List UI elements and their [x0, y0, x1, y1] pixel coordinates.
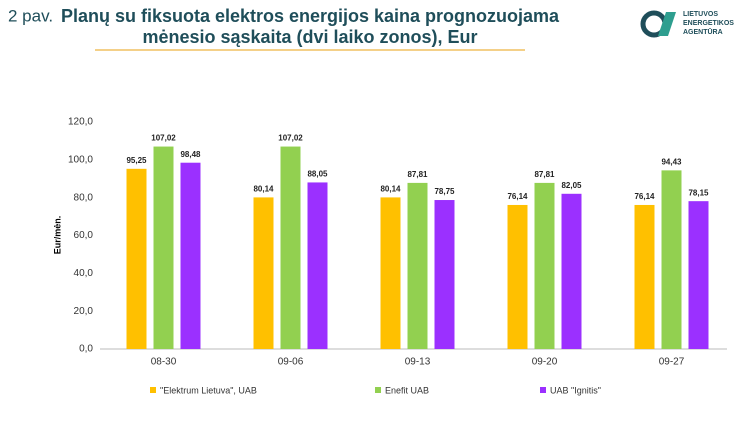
- x-tick-label: 09-27: [659, 357, 685, 368]
- data-label: 98,48: [180, 150, 201, 159]
- y-tick-label: 20,0: [74, 306, 94, 317]
- legend-swatch: [375, 387, 381, 393]
- data-label: 78,75: [434, 187, 455, 196]
- bar: [688, 201, 709, 349]
- bar: [253, 197, 274, 349]
- logo-text: ENERGETIKOS: [683, 20, 734, 27]
- y-tick-label: 100,0: [68, 154, 93, 165]
- data-label: 88,05: [307, 170, 328, 179]
- data-label: 95,25: [126, 156, 147, 165]
- y-tick-label: 0,0: [79, 344, 93, 355]
- bar: [180, 162, 201, 349]
- legend-swatch: [150, 387, 156, 393]
- bar: [434, 200, 455, 349]
- bar: [307, 182, 328, 349]
- legend-label: UAB "Ignitis": [550, 385, 601, 395]
- data-label: 87,81: [407, 170, 428, 179]
- logo-icon: [658, 12, 676, 36]
- data-label: 107,02: [151, 134, 176, 143]
- logo: LIETUVOS ENERGETIKOS AGENTŪRA: [640, 10, 734, 38]
- x-tick-label: 09-13: [405, 357, 431, 368]
- bar: [661, 170, 682, 349]
- y-axis-label: Eur/mėn.: [52, 216, 62, 255]
- legend-swatch: [540, 387, 546, 393]
- logo-text: LIETUVOS: [683, 11, 718, 18]
- data-label: 87,81: [534, 170, 555, 179]
- x-tick-label: 08-30: [151, 357, 177, 368]
- logo-text: AGENTŪRA: [683, 28, 723, 36]
- data-label: 107,02: [278, 134, 303, 143]
- figure-label: 2 pav.: [8, 6, 53, 25]
- data-label: 78,15: [688, 188, 709, 197]
- legend-label: Enefit UAB: [385, 385, 429, 395]
- y-tick-label: 40,0: [74, 268, 94, 279]
- bar: [634, 204, 655, 349]
- data-label: 80,14: [253, 185, 274, 194]
- chart-title: mėnesio sąskaita (dvi laiko zonos), Eur: [142, 27, 477, 47]
- data-label: 76,14: [507, 192, 528, 201]
- bar: [507, 204, 528, 349]
- data-label: 76,14: [634, 192, 655, 201]
- legend-label: "Elektrum Lietuva", UAB: [160, 385, 257, 395]
- bar: [280, 146, 301, 349]
- x-tick-label: 09-06: [278, 357, 304, 368]
- data-label: 82,05: [561, 181, 582, 190]
- x-tick-label: 09-20: [532, 357, 558, 368]
- y-tick-label: 80,0: [74, 192, 94, 203]
- bar: [126, 168, 147, 349]
- y-tick-label: 60,0: [74, 230, 94, 241]
- bar: [407, 182, 428, 349]
- bar: [561, 193, 582, 349]
- data-label: 80,14: [380, 185, 401, 194]
- y-tick-label: 120,0: [68, 117, 93, 128]
- chart-title: Planų su fiksuota elektros energijos kai…: [61, 6, 560, 26]
- bar: [380, 197, 401, 349]
- bar: [153, 146, 174, 349]
- data-label: 94,43: [661, 157, 682, 166]
- bar: [534, 182, 555, 349]
